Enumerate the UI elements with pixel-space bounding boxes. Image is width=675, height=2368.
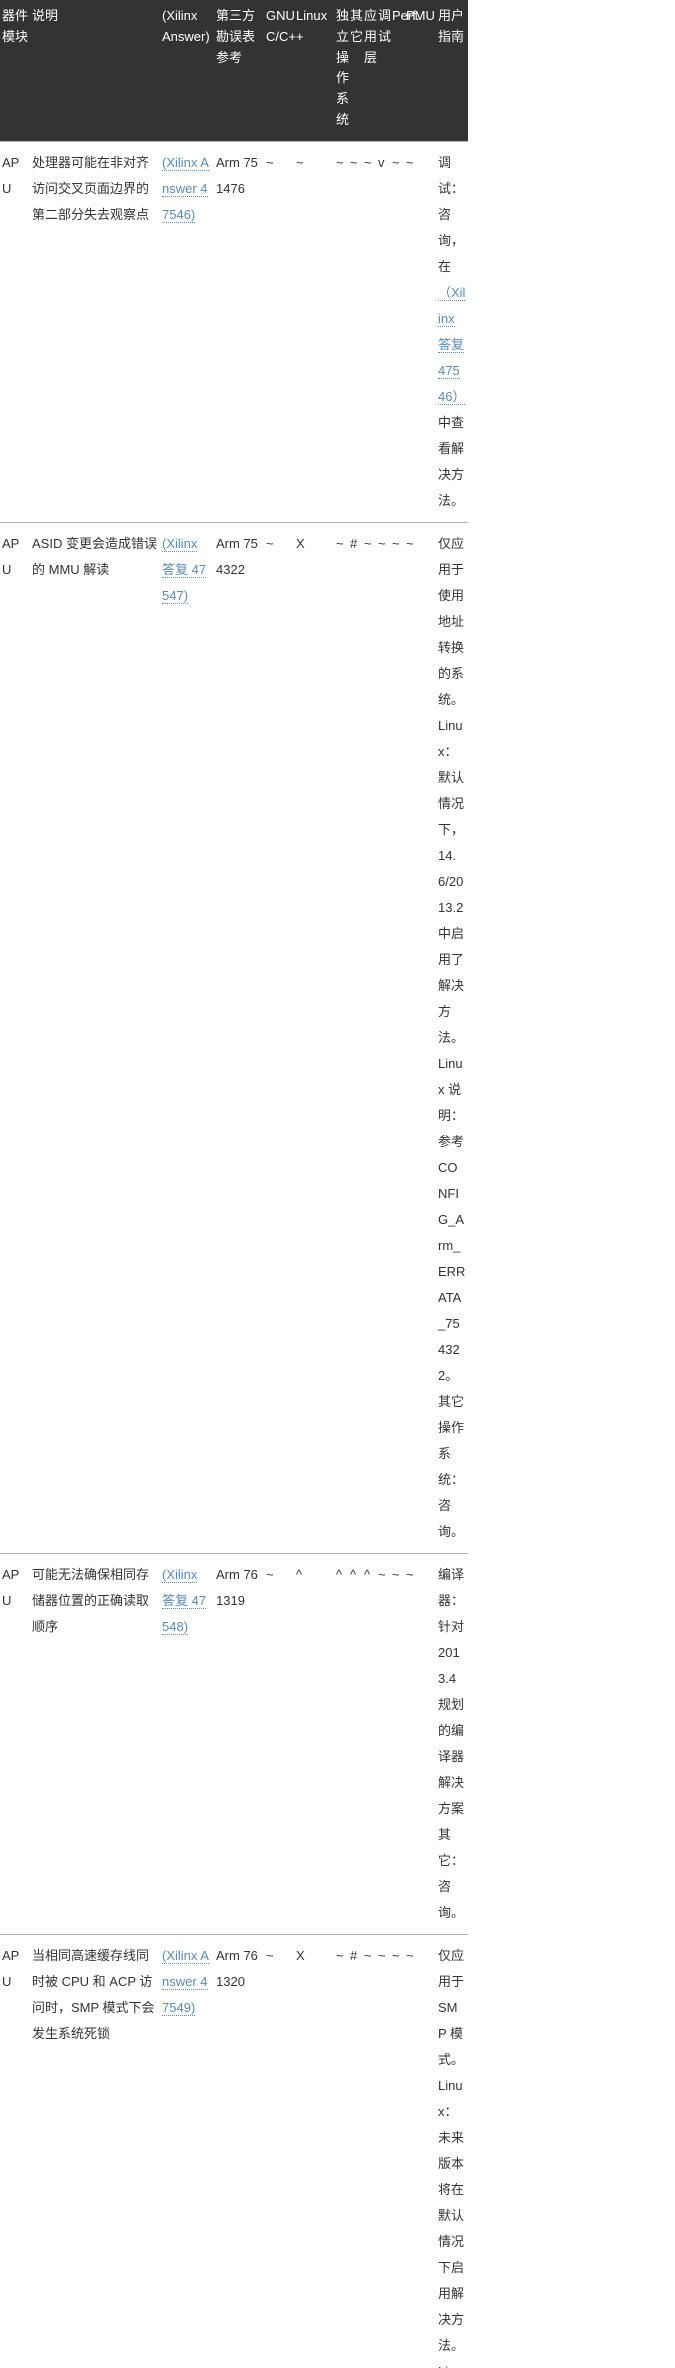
cell-gnu: ~	[264, 522, 294, 1553]
cell-perf: ~	[390, 522, 404, 1553]
col-gnu: GNU C/C++	[264, 0, 294, 141]
table-row: APU当相同高速缓存线同时被 CPU 和 ACP 访问时，SMP 模式下会发生系…	[0, 1934, 675, 2368]
cell-gnu: ~	[264, 1553, 294, 1934]
cell-errata: Arm 751476	[214, 141, 264, 522]
cell-guide: 仅应用于 SMP 模式。Linux：未来版本将在默认情况下启用解决方法。Linu…	[436, 1934, 468, 2368]
cell-desc: 可能无法确保相同存储器位置的正确读取顺序	[30, 1553, 160, 1934]
cell-module: APU	[0, 1934, 30, 2368]
cell-app: ^	[362, 1553, 376, 1934]
cell-answer: (Xilinx Answer 47549)	[160, 1934, 214, 2368]
cell-desc: ASID 变更会造成错误的 MMU 解读	[30, 522, 160, 1553]
cell-app: ~	[362, 141, 376, 522]
cell-guide: 编译器：针对 2013.4 规划的编译器解决方案其它：咨询。	[436, 1553, 468, 1934]
cell-linux: ~	[294, 141, 334, 522]
cell-desc: 处理器可能在非对齐访问交叉页面边界的第二部分失去观察点	[30, 141, 160, 522]
cell-app: ~	[362, 522, 376, 1553]
table-row: APU处理器可能在非对齐访问交叉页面边界的第二部分失去观察点(Xilinx An…	[0, 141, 675, 522]
cell-other: #	[348, 522, 362, 1553]
col-module: 器件模块	[0, 0, 30, 141]
cell-guide: 调试：咨询，在 （Xilinx 答复 47546） 中查看解决方法。	[436, 141, 468, 522]
cell-perf: ~	[390, 1553, 404, 1934]
col-other: 其它	[348, 0, 362, 141]
cell-answer: (Xilinx 答复 47547)	[160, 522, 214, 1553]
errata-table: 器件模块 说明 (Xilinx Answer) 第三方勘误表参考 GNU C/C…	[0, 0, 675, 2368]
cell-linux: ^	[294, 1553, 334, 1934]
xilinx-answer-link[interactable]: （Xilinx 答复 47546）	[438, 285, 465, 405]
cell-pmu: ~	[404, 1553, 436, 1934]
xilinx-answer-link[interactable]: (Xilinx 答复 47548)	[162, 1567, 206, 1635]
cell-errata: Arm 754322	[214, 522, 264, 1553]
cell-pmu: ~	[404, 141, 436, 522]
cell-other: #	[348, 1934, 362, 2368]
header-row: 器件模块 说明 (Xilinx Answer) 第三方勘误表参考 GNU C/C…	[0, 0, 675, 141]
cell-perf: ~	[390, 141, 404, 522]
xilinx-answer-link[interactable]: (Xilinx Answer 47549)	[162, 1948, 209, 2016]
cell-pmu: ~	[404, 1934, 436, 2368]
cell-other: ^	[348, 1553, 362, 1934]
cell-pmu: ~	[404, 522, 436, 1553]
col-pmu: PMU	[404, 0, 436, 141]
cell-linux: X	[294, 1934, 334, 2368]
col-errata: 第三方勘误表参考	[214, 0, 264, 141]
cell-dbg: ~	[376, 1934, 390, 2368]
cell-linux: X	[294, 522, 334, 1553]
cell-module: APU	[0, 141, 30, 522]
table-row: APU可能无法确保相同存储器位置的正确读取顺序(Xilinx 答复 47548)…	[0, 1553, 675, 1934]
col-answer: (Xilinx Answer)	[160, 0, 214, 141]
xilinx-answer-link[interactable]: (Xilinx Answer 47546)	[162, 155, 209, 223]
cell-dbg: v	[376, 141, 390, 522]
col-app: 应用层	[362, 0, 376, 141]
cell-gnu: ~	[264, 141, 294, 522]
cell-os: ~	[334, 141, 348, 522]
col-desc: 说明	[30, 0, 160, 141]
cell-errata: Arm 761319	[214, 1553, 264, 1934]
cell-guide: 仅应用于使用地址转换的系统。Linux：默认情况下，14.6/2013.2 中启…	[436, 522, 468, 1553]
table-row: APUASID 变更会造成错误的 MMU 解读(Xilinx 答复 47547)…	[0, 522, 675, 1553]
cell-app: ~	[362, 1934, 376, 2368]
col-debug: 调试	[376, 0, 390, 141]
cell-dbg: ~	[376, 522, 390, 1553]
cell-gnu: ~	[264, 1934, 294, 2368]
col-guide: 用户指南	[436, 0, 468, 141]
cell-desc: 当相同高速缓存线同时被 CPU 和 ACP 访问时，SMP 模式下会发生系统死锁	[30, 1934, 160, 2368]
cell-module: APU	[0, 522, 30, 1553]
cell-os: ~	[334, 522, 348, 1553]
cell-dbg: ~	[376, 1553, 390, 1934]
cell-answer: (Xilinx 答复 47548)	[160, 1553, 214, 1934]
col-perf: Perf.	[390, 0, 404, 141]
cell-other: ~	[348, 141, 362, 522]
cell-os: ^	[334, 1553, 348, 1934]
cell-os: ~	[334, 1934, 348, 2368]
xilinx-answer-link[interactable]: (Xilinx 答复 47547)	[162, 536, 206, 604]
cell-perf: ~	[390, 1934, 404, 2368]
cell-errata: Arm 761320	[214, 1934, 264, 2368]
col-linux: Linux	[294, 0, 334, 141]
cell-module: APU	[0, 1553, 30, 1934]
cell-answer: (Xilinx Answer 47546)	[160, 141, 214, 522]
col-os: 独立操作系统	[334, 0, 348, 141]
